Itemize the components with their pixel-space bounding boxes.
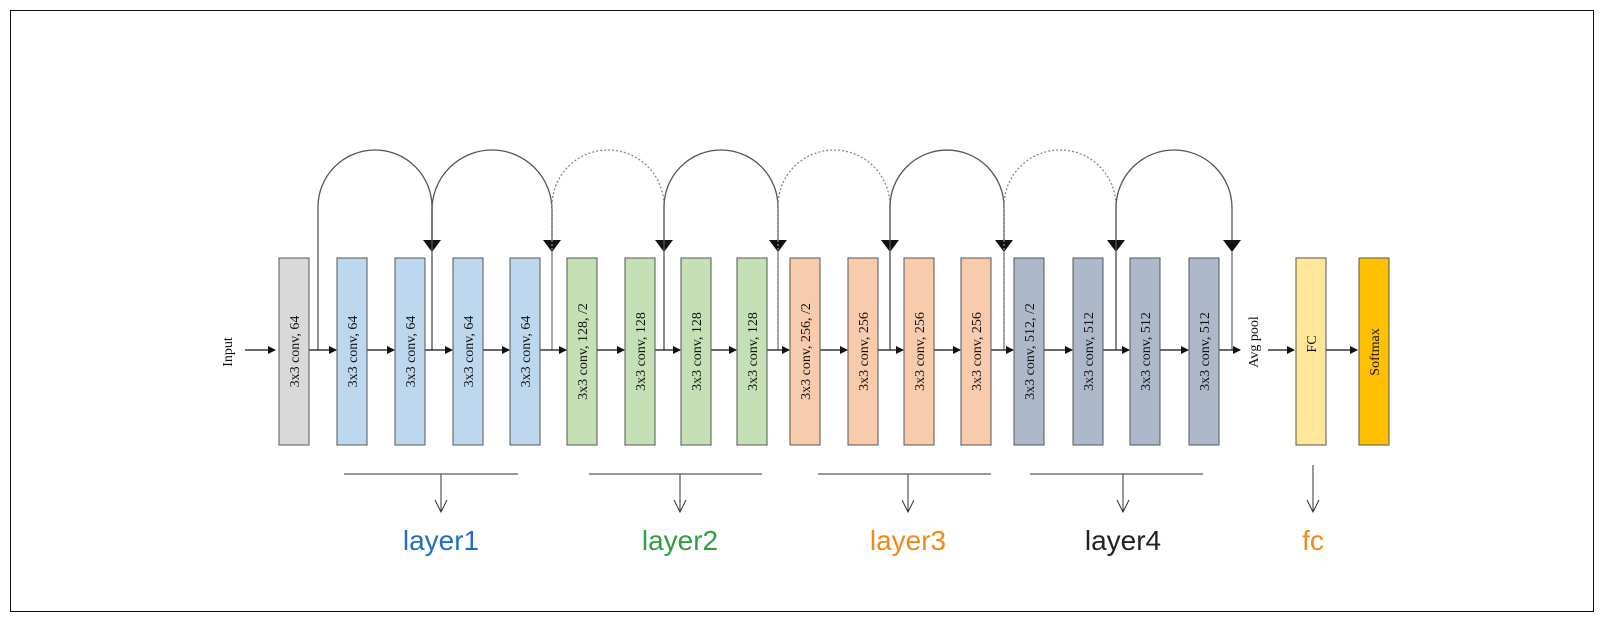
conv-block: 3x3 conv, 64 — [278, 257, 310, 446]
group-annotations: layer1 layer2 layer3 layer4 fc — [344, 465, 1324, 556]
layer-blocks: 3x3 conv, 64 3x3 conv, 64 3x3 conv, 64 3x3 … — [278, 257, 1220, 446]
conv-block: 3x3 conv, 64 — [336, 257, 368, 446]
conv-block: 3x3 conv, 256, /2 — [789, 257, 821, 446]
conv-block-label: 3x3 conv, 128, /2 — [576, 303, 591, 400]
group-label: layer2 — [642, 525, 718, 556]
conv-block: 3x3 conv, 64 — [452, 257, 484, 446]
conv-block-label: 3x3 conv, 256 — [913, 312, 928, 391]
avg-pool-label: Avg pool — [1247, 316, 1262, 368]
group-label: layer1 — [403, 525, 479, 556]
skip-connection — [431, 149, 561, 350]
conv-block: 3x3 conv, 128 — [736, 257, 768, 446]
fc-block: FC — [1295, 257, 1327, 446]
conv-block-label: 3x3 conv, 64 — [288, 316, 303, 388]
conv-block: 3x3 conv, 512 — [1072, 257, 1104, 446]
group-fc: fc — [1302, 465, 1324, 556]
conv-block: 3x3 conv, 512, /2 — [1013, 257, 1045, 446]
conv-block-label: 3x3 conv, 512 — [1082, 312, 1097, 391]
conv-block: 3x3 conv, 512 — [1188, 257, 1220, 446]
skip-connections — [317, 149, 1241, 350]
conv-block-label: 3x3 conv, 64 — [404, 316, 419, 388]
conv-block: 3x3 conv, 128, /2 — [566, 257, 598, 446]
conv-block-label: 3x3 conv, 64 — [519, 316, 534, 388]
conv-block: 3x3 conv, 256 — [847, 257, 879, 446]
fc-block-label: FC — [1305, 335, 1320, 352]
input-label: Input — [221, 337, 236, 367]
conv-block: 3x3 conv, 128 — [680, 257, 712, 446]
conv-block: 3x3 conv, 128 — [624, 257, 656, 446]
group-label: fc — [1302, 525, 1324, 556]
conv-block-label: 3x3 conv, 512, /2 — [1023, 303, 1038, 400]
softmax-block: Softmax — [1358, 257, 1390, 446]
conv-block-label: 3x3 conv, 64 — [346, 316, 361, 388]
conv-block: 3x3 conv, 512 — [1129, 257, 1161, 446]
group-layer4: layer4 — [1030, 473, 1203, 556]
group-layer2: layer2 — [589, 473, 762, 556]
group-label: layer4 — [1085, 525, 1161, 556]
conv-block: 3x3 conv, 64 — [394, 257, 426, 446]
conv-block-label: 3x3 conv, 128 — [746, 312, 761, 391]
group-layer3: layer3 — [818, 473, 991, 556]
conv-block-label: 3x3 conv, 256 — [857, 312, 872, 391]
conv-block-label: 3x3 conv, 256 — [970, 312, 985, 391]
group-label: layer3 — [870, 525, 946, 556]
conv-block-label: 3x3 conv, 128 — [690, 312, 705, 391]
conv-block: 3x3 conv, 256 — [960, 257, 992, 446]
conv-block-label: 3x3 conv, 256, /2 — [799, 303, 814, 400]
group-layer1: layer1 — [344, 473, 518, 556]
conv-block: 3x3 conv, 256 — [903, 257, 935, 446]
softmax-block-label: Softmax — [1368, 328, 1383, 375]
conv-block-label: 3x3 conv, 128 — [634, 312, 649, 391]
skip-connection — [1115, 149, 1241, 350]
conv-block-label: 3x3 conv, 64 — [462, 316, 477, 388]
conv-block-label: 3x3 conv, 512 — [1139, 312, 1154, 391]
conv-block-label: 3x3 conv, 512 — [1198, 312, 1213, 391]
conv-block: 3x3 conv, 64 — [509, 257, 541, 446]
